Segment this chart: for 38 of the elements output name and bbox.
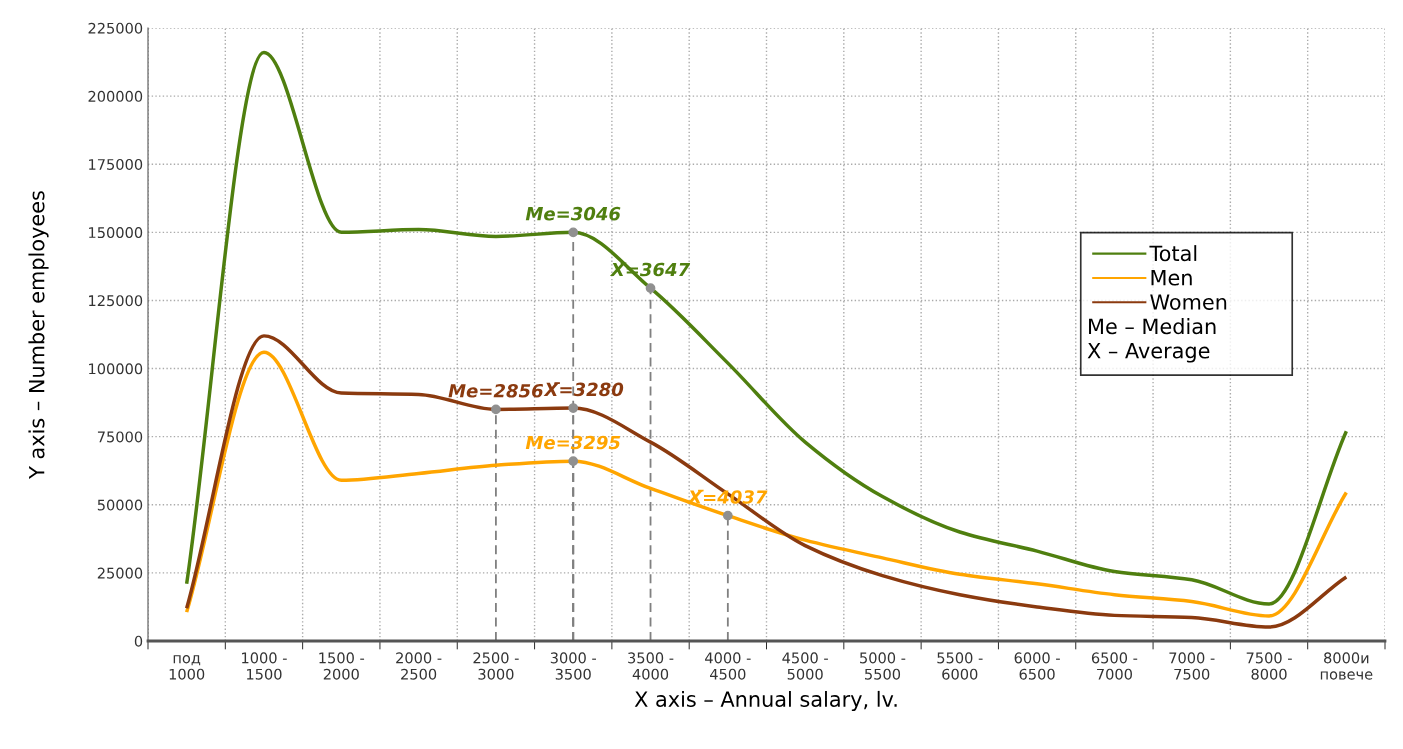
annotation: Me – Median — [1089, 318, 1216, 335]
x-tick-label: 5000 - 5500 — [860, 652, 906, 680]
x-tick-label: 2000 - 2500 — [396, 652, 442, 680]
x-tick-label: 1000 - 1500 — [242, 652, 287, 680]
x-tick-label: 2500 - 3000 — [473, 652, 519, 680]
x-tick-label: 4500 - 5000 — [782, 652, 828, 680]
legend-label: Men — [1151, 270, 1192, 286]
y-tick-label: 100000 — [89, 363, 143, 375]
legend-label: Women — [1150, 294, 1227, 310]
y-axis-title: Y axis – Number employees — [28, 191, 49, 479]
annotation: Me=3295 — [525, 435, 621, 450]
y-tick-label: 0 — [134, 635, 143, 647]
annotation: X̄=3280 — [543, 382, 624, 397]
x-tick-label: 7500 - 8000 — [1246, 652, 1292, 680]
x-tick-label: под 1000 — [169, 655, 205, 680]
y-tick-label: 50000 — [97, 499, 143, 511]
annotation: X – Average — [1087, 343, 1210, 363]
x-tick-label: 6500 - 7000 — [1091, 652, 1138, 680]
y-tick-label: 125000 — [89, 295, 143, 307]
x-tick-label: 7000 - 7500 — [1169, 652, 1215, 680]
line-series — [184, 50, 1349, 606]
x-tick-label: 1500 - 2000 — [319, 652, 365, 680]
annotation: Me=3046 — [525, 206, 621, 221]
y-tick-label: 225000 — [88, 22, 143, 34]
x-tick-label: 5500 - 6000 — [937, 652, 983, 680]
x-axis-title: X axis – Annual salary, lv. — [634, 690, 897, 712]
y-tick-label: 75000 — [97, 431, 143, 443]
x-tick-label: 6000 - 6500 — [1014, 652, 1060, 680]
y-tick-label: 150000 — [89, 227, 143, 239]
y-tick-label: 175000 — [89, 158, 143, 170]
annotation: Me=2856 — [448, 383, 544, 398]
x-tick-label: 3000 - 3500 — [550, 652, 597, 680]
legend-label: Total — [1149, 245, 1197, 262]
x-tick-label: 3500 - 4000 — [628, 652, 674, 680]
x-tick-label: 8000и повече — [1320, 652, 1373, 680]
y-tick-label: 200000 — [88, 90, 143, 102]
y-tick-label: 25000 — [97, 567, 143, 579]
x-tick-label: 4000 - 4500 — [705, 652, 751, 680]
